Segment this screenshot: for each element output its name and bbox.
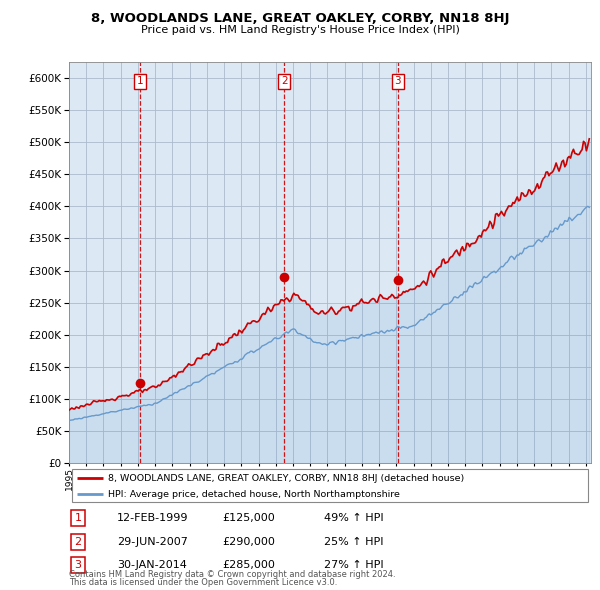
Text: This data is licensed under the Open Government Licence v3.0.: This data is licensed under the Open Gov… <box>69 578 337 587</box>
Text: HPI: Average price, detached house, North Northamptonshire: HPI: Average price, detached house, Nort… <box>108 490 400 499</box>
Text: 49% ↑ HPI: 49% ↑ HPI <box>324 513 383 523</box>
Text: £290,000: £290,000 <box>222 537 275 546</box>
Text: Contains HM Land Registry data © Crown copyright and database right 2024.: Contains HM Land Registry data © Crown c… <box>69 571 395 579</box>
Text: 3: 3 <box>74 560 82 570</box>
Text: 3: 3 <box>394 76 401 86</box>
Text: 30-JAN-2014: 30-JAN-2014 <box>117 560 187 570</box>
Text: 29-JUN-2007: 29-JUN-2007 <box>117 537 188 546</box>
Text: 1: 1 <box>137 76 143 86</box>
FancyBboxPatch shape <box>71 470 589 502</box>
Text: £285,000: £285,000 <box>222 560 275 570</box>
Text: 8, WOODLANDS LANE, GREAT OAKLEY, CORBY, NN18 8HJ: 8, WOODLANDS LANE, GREAT OAKLEY, CORBY, … <box>91 12 509 25</box>
Text: 8, WOODLANDS LANE, GREAT OAKLEY, CORBY, NN18 8HJ (detached house): 8, WOODLANDS LANE, GREAT OAKLEY, CORBY, … <box>108 474 464 483</box>
Text: £125,000: £125,000 <box>222 513 275 523</box>
Text: 2: 2 <box>74 537 82 546</box>
Text: 27% ↑ HPI: 27% ↑ HPI <box>324 560 383 570</box>
Text: 25% ↑ HPI: 25% ↑ HPI <box>324 537 383 546</box>
Text: 1: 1 <box>74 513 82 523</box>
Text: 12-FEB-1999: 12-FEB-1999 <box>117 513 188 523</box>
Text: Price paid vs. HM Land Registry's House Price Index (HPI): Price paid vs. HM Land Registry's House … <box>140 25 460 35</box>
Text: 2: 2 <box>281 76 287 86</box>
